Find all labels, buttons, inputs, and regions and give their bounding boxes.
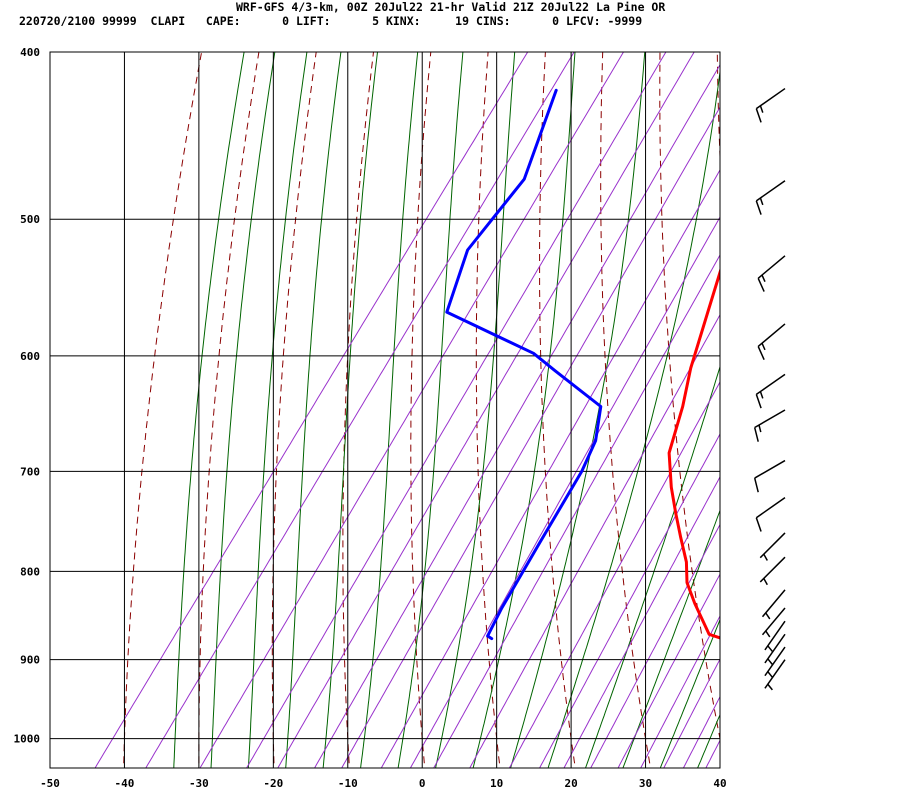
- moist-adiabat-line: [547, 68, 720, 768]
- pressure-tick-label: 500: [20, 213, 40, 226]
- moist-adiabat-line: [435, 52, 516, 768]
- mixing-ratio-line: [563, 475, 720, 768]
- dry-adiabat-line: [342, 52, 375, 768]
- pressure-tick-label: 900: [20, 654, 40, 667]
- tick-labels: 400 500 600 700 800 900 1000 -50 -40 -30 -20 -10 0 10…: [14, 46, 727, 790]
- mixing-ratio-line: [380, 169, 720, 768]
- mixing-ratio-line: [277, 52, 695, 768]
- mixing-ratio-line: [705, 739, 720, 768]
- wind-barb: [755, 497, 786, 532]
- pressure-tick-label: 800: [20, 565, 40, 578]
- moist-adiabat-line: [697, 713, 720, 768]
- mixing-ratio-line: [663, 658, 720, 768]
- wind-barb: [757, 255, 786, 292]
- pressure-tick-label: 400: [20, 46, 40, 59]
- moist-adiabat-line: [397, 52, 464, 768]
- plot-frame: [49, 51, 721, 769]
- temperature-tick-label: 10: [490, 777, 503, 790]
- wind-barb: [757, 323, 786, 361]
- mixing-ratio-line: [199, 52, 625, 768]
- dry-adiabat-line: [716, 52, 720, 169]
- mixing-ratio-line: [469, 313, 720, 768]
- moist-adiabat-line: [285, 52, 342, 768]
- pressure-tick-label: 700: [20, 465, 40, 478]
- dry-adiabat-line: [198, 52, 260, 768]
- mixing-ratio-line: [341, 106, 720, 768]
- wind-barbs: [753, 87, 786, 691]
- mixing-ratio-line: [539, 432, 720, 768]
- temperature-tick-label: 40: [713, 777, 726, 790]
- wind-barb: [755, 87, 786, 123]
- temperature-tick-label: -30: [189, 777, 209, 790]
- dry-adiabat-line: [659, 52, 720, 742]
- moist-adiabat-line: [210, 52, 276, 768]
- dewpoint-profile-line: [445, 88, 603, 641]
- wind-barb: [764, 633, 786, 665]
- pressure-tick-label: 1000: [14, 733, 41, 746]
- mixing-ratio-line: [590, 523, 720, 768]
- wind-barb: [761, 589, 786, 620]
- temperature-profile-line: [667, 267, 720, 640]
- mixing-ratio-line: [617, 573, 720, 768]
- temperature-tick-label: -50: [40, 777, 60, 790]
- wind-barb: [753, 409, 786, 442]
- dry-adiabat-line: [830, 14, 900, 776]
- background-lines: [94, 14, 900, 776]
- pressure-tick-label: 600: [20, 350, 40, 363]
- wind-barb: [753, 459, 786, 493]
- dry-adiabat-line: [774, 14, 879, 776]
- wind-barb: [759, 556, 786, 586]
- dry-adiabat-line: [600, 52, 652, 768]
- temperature-tick-label: 30: [639, 777, 652, 790]
- wind-barb: [761, 607, 786, 638]
- sounding-profiles: [445, 88, 720, 641]
- wind-barb: [764, 646, 786, 678]
- moist-adiabat-line: [584, 365, 720, 768]
- moist-adiabat-line: [659, 618, 720, 768]
- moist-adiabat-line: [247, 52, 308, 768]
- header-indices: 220720/2100 99999 CLAPI CAPE: 0 LIFT: 5 …: [19, 14, 643, 28]
- dry-adiabat-line: [123, 52, 203, 768]
- moist-adiabat-line: [472, 52, 576, 768]
- dry-adiabat-line: [539, 52, 576, 768]
- header-title: WRF-GFS 4/3-km, 00Z 20Jul22 21-hr Valid …: [236, 0, 666, 14]
- temperature-tick-label: 20: [564, 777, 577, 790]
- moist-adiabat-line: [322, 52, 379, 768]
- temperature-tick-label: -40: [115, 777, 135, 790]
- wind-barb: [759, 532, 786, 561]
- mixing-ratio-line: [409, 216, 720, 768]
- wind-barb: [764, 659, 786, 691]
- dry-adiabat-line: [887, 14, 900, 776]
- moist-adiabat-line: [510, 52, 646, 768]
- mixing-ratio-line: [145, 52, 575, 768]
- moist-adiabat-line: [360, 52, 419, 768]
- dry-adiabat-line: [475, 52, 501, 768]
- dry-adiabat-line: [410, 52, 432, 768]
- mixing-ratio-line: [94, 52, 529, 768]
- grid-lines: [50, 52, 720, 768]
- mixing-ratio-line: [314, 63, 720, 768]
- wind-barb: [755, 373, 786, 409]
- mixing-ratio-line: [246, 52, 667, 768]
- temperature-tick-label: -10: [338, 777, 358, 790]
- wind-barb: [764, 620, 786, 652]
- temperature-tick-label: -20: [263, 777, 283, 790]
- temperature-tick-label: 0: [419, 777, 426, 790]
- mixing-ratio-line: [640, 614, 720, 768]
- dry-adiabat-line: [271, 52, 317, 768]
- wind-barb: [755, 180, 786, 215]
- mixing-ratio-line: [433, 254, 720, 768]
- moist-adiabat-line: [173, 52, 245, 768]
- moist-adiabat-line: [622, 508, 720, 768]
- mixing-ratio-line: [508, 380, 720, 768]
